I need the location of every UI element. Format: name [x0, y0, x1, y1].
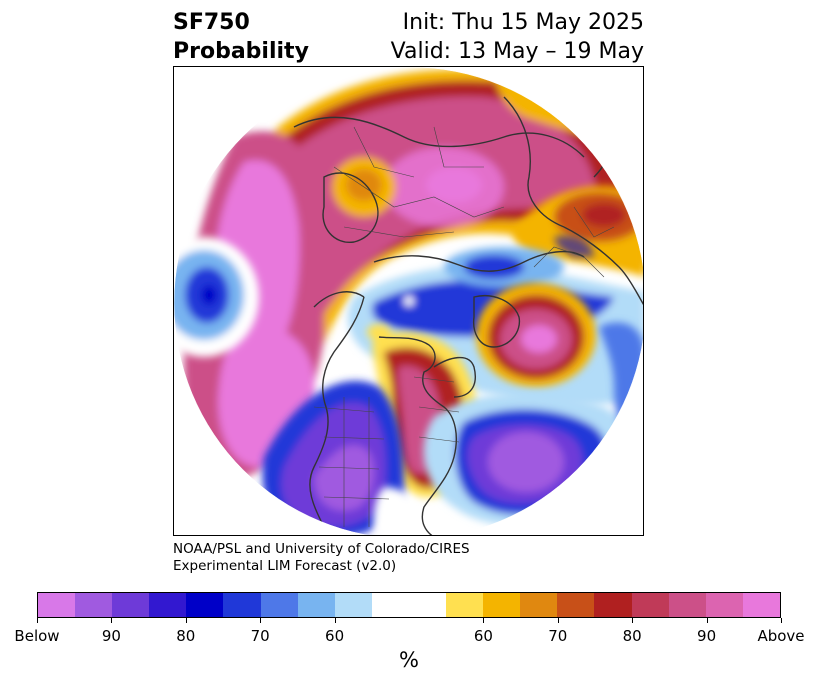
- chart-title: SF750 Probability: [173, 8, 309, 66]
- probability-field: [174, 67, 643, 535]
- colorbar-segment: [668, 593, 706, 617]
- colorbar-segment: [371, 593, 409, 617]
- colorbar-tick-label: 90: [697, 627, 717, 645]
- colorbar-segment: [557, 593, 595, 617]
- variable-subtitle: Probability: [173, 39, 309, 64]
- colorbar-segment: [408, 593, 447, 617]
- init-date: Init: Thu 15 May 2025: [402, 10, 644, 35]
- colorbar-segment: [594, 593, 632, 617]
- variable-name: SF750: [173, 10, 250, 35]
- probability-colorbar: [37, 592, 781, 618]
- colorbar-tick: [334, 618, 336, 623]
- colorbar-segment: [742, 593, 780, 617]
- colorbar-segment: [520, 593, 558, 617]
- colorbar-tick-label: 70: [548, 627, 568, 645]
- colorbar-tick-label: 60: [473, 627, 493, 645]
- colorbar-segment: [149, 593, 187, 617]
- colorbar-segment: [705, 593, 743, 617]
- colorbar-segment: [112, 593, 150, 617]
- colorbar-tick: [557, 618, 559, 623]
- colorbar-segment: [223, 593, 261, 617]
- colorbar-segment: [297, 593, 335, 617]
- colorbar-segment: [75, 593, 113, 617]
- colorbar-tick-label: Above: [757, 627, 805, 645]
- colorbar-segment: [260, 593, 298, 617]
- colorbar-tick: [185, 618, 187, 623]
- credit-line-2: Experimental LIM Forecast (v2.0): [173, 558, 397, 574]
- colorbar-tick-label: 60: [325, 627, 345, 645]
- colorbar-segment: [38, 593, 76, 617]
- coastlines: [293, 96, 643, 535]
- colorbar-tick: [37, 618, 38, 623]
- forecast-dates: Init: Thu 15 May 2025 Valid: 13 May – 19…: [391, 8, 644, 66]
- colorbar-unit: %: [399, 648, 419, 672]
- colorbar-tick-label: 70: [250, 627, 270, 645]
- colorbar-tick: [111, 618, 113, 623]
- colorbar-segment: [334, 593, 372, 617]
- map-canvas: [174, 67, 643, 535]
- borders: [313, 126, 615, 527]
- colorbar-tick: [706, 618, 708, 623]
- colorbar-segment: [446, 593, 484, 617]
- colorbar-segment: [631, 593, 669, 617]
- colorbar-segment: [186, 593, 224, 617]
- colorbar-tick-label: 80: [176, 627, 196, 645]
- colorbar-tick-label: 90: [101, 627, 121, 645]
- credit-line-1: NOAA/PSL and University of Colorado/CIRE…: [173, 541, 470, 557]
- colorbar-tick: [632, 618, 634, 623]
- colorbar-segment: [483, 593, 521, 617]
- valid-range: Valid: 13 May – 19 May: [390, 39, 644, 64]
- colorbar-tick: [781, 618, 782, 623]
- colorbar-tick: [483, 618, 485, 623]
- colorbar-tick: [260, 618, 262, 623]
- probability-map: [173, 66, 644, 536]
- colorbar-tick-label: Below: [14, 627, 60, 645]
- colorbar-tick-label: 80: [622, 627, 642, 645]
- data-credit: NOAA/PSL and University of Colorado/CIRE…: [173, 541, 470, 575]
